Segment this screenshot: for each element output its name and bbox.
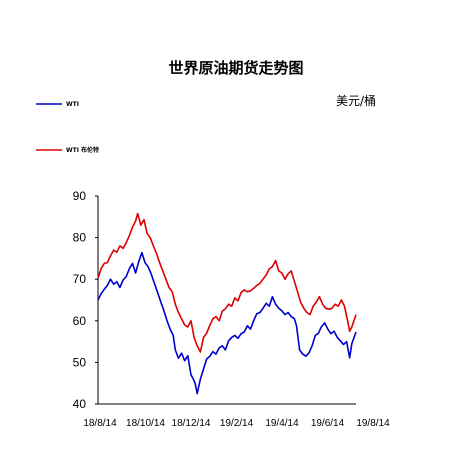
x-tick-label: 19/2/14: [220, 418, 254, 429]
x-tick-label: 19/4/14: [265, 418, 299, 429]
series-line-wti: [97, 251, 357, 395]
x-tick-label: 18/10/14: [126, 418, 165, 429]
x-tick-label: 19/8/14: [356, 418, 390, 429]
x-tick-label: 18/12/14: [172, 418, 211, 429]
legend-label-brent: WTI 布伦特: [66, 146, 99, 154]
y-ticks: 90 80 70 60 50 40: [73, 189, 98, 411]
legend-label-wti: WTI: [66, 101, 79, 108]
legend: WTI WTI 布伦特: [36, 101, 99, 154]
y-tick-label: 40: [73, 397, 87, 411]
x-tick-label: 18/8/14: [83, 418, 117, 429]
series-line-brent: [97, 212, 357, 353]
chart-title: 世界原油期货走势图: [168, 59, 303, 77]
x-tick-label: 19/6/14: [311, 418, 345, 429]
y-tick-label: 90: [73, 189, 87, 203]
unit-label: 美元/桶: [336, 93, 376, 108]
y-tick-label: 80: [73, 231, 87, 245]
y-tick-label: 50: [73, 355, 87, 369]
y-tick-label: 60: [73, 314, 87, 328]
series-lines: [97, 212, 357, 395]
y-tick-label: 70: [73, 272, 87, 286]
x-ticks: 18/8/14 18/10/14 18/12/14 19/2/14 19/4/14 19/…: [83, 418, 390, 429]
